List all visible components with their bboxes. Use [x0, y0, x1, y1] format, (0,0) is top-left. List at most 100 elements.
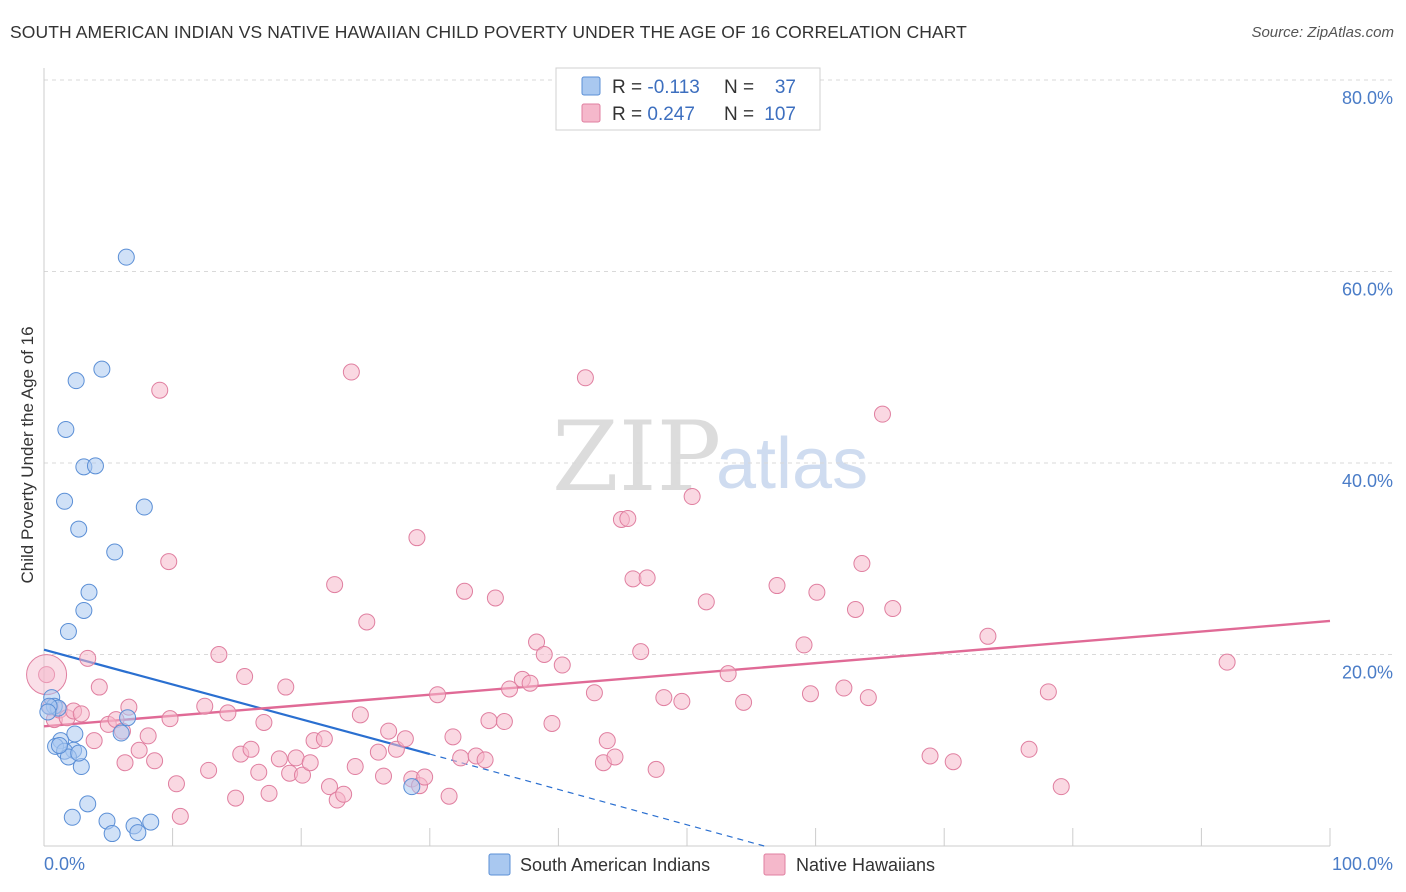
- native-hawaiian-point-34: [270, 750, 288, 768]
- south-american-indian-point-24: [112, 724, 130, 742]
- native-hawaiian-point-29: [236, 668, 254, 686]
- native-hawaiian-point-58: [408, 529, 426, 547]
- south-american-indian-point-27: [63, 808, 81, 826]
- native-hawaiian-point-105: [979, 627, 997, 645]
- south-american-indian-point-32: [142, 813, 160, 831]
- south-american-indian-point-35: [50, 736, 68, 754]
- south-american-indian-point-5: [86, 457, 104, 475]
- native-hawaiian-point-95: [801, 685, 819, 703]
- native-hawaiian-point-101: [873, 405, 891, 423]
- native-hawaiian-point-24: [200, 761, 218, 779]
- legend-n-value-blue: 37: [775, 77, 796, 98]
- native-hawaiian-point-large: [26, 654, 68, 696]
- south-american-indian-point-10: [80, 583, 98, 601]
- series-legend-label-pink: Native Hawaiians: [796, 855, 935, 875]
- native-hawaiian-point-77: [585, 684, 603, 702]
- y-tick-label-1: 40.0%: [1342, 471, 1393, 491]
- native-hawaiian-point-43: [326, 576, 344, 594]
- native-hawaiian-point-92: [735, 693, 753, 711]
- south-american-indian-point-3: [57, 420, 75, 438]
- native-hawaiian-point-49: [358, 613, 376, 631]
- stats-legend: R = -0.113 N = 37 R = 0.247 N = 107: [555, 67, 821, 131]
- trend-lines: [43, 619, 1331, 847]
- native-hawaiian-point-79: [598, 732, 616, 750]
- native-hawaiian-point-88: [673, 692, 691, 710]
- native-hawaiian-point-19: [160, 553, 178, 571]
- native-hawaiian-point-46: [342, 363, 360, 381]
- native-hawaiian-point-17: [146, 752, 164, 770]
- y-tick-labels: 20.0% 40.0% 60.0% 80.0%: [1342, 88, 1393, 683]
- native-hawaiian-point-61: [444, 728, 462, 746]
- native-hawaiian-point-65: [476, 751, 494, 769]
- series-legend-swatch-blue: [488, 853, 511, 876]
- native-hawaiian-point-94: [795, 636, 813, 654]
- native-hawaiian-point-91: [719, 665, 737, 683]
- native-hawaiian-point-16: [139, 727, 157, 745]
- native-hawaiian-point-67: [486, 589, 504, 607]
- native-hawaiian-point-106: [1020, 740, 1038, 758]
- native-hawaiian-point-26: [219, 704, 237, 722]
- native-hawaiian-point-22: [171, 807, 189, 825]
- native-hawaiian-point-104: [944, 753, 962, 771]
- native-hawaiian-point-52: [380, 722, 398, 740]
- native-hawaiian-point-63: [456, 582, 474, 600]
- native-hawaiian-point-59: [429, 686, 447, 704]
- native-hawaiian-point-96: [808, 583, 826, 601]
- native-hawaiian-point-39: [301, 754, 319, 772]
- south-american-indian-point-31: [129, 824, 147, 842]
- native-hawaiian-point-93: [768, 577, 786, 595]
- native-hawaiian-point-97: [835, 679, 853, 697]
- native-hawaiian-point-50: [369, 743, 387, 761]
- legend-n-label-pink: N =: [724, 104, 754, 125]
- native-hawaiian-point-76: [576, 369, 594, 387]
- south-american-indian-point-11: [75, 601, 93, 619]
- grid-lines: [44, 79, 1394, 655]
- native-hawaiian-point-86: [647, 760, 665, 778]
- legend-r-label-blue: R = -0.113: [612, 77, 700, 98]
- series-legend-swatch-pink: [763, 853, 786, 876]
- native-hawaiian-point-8: [90, 678, 108, 696]
- native-hawaiian-point-90: [697, 593, 715, 611]
- y-tick-label-2: 60.0%: [1342, 280, 1393, 300]
- native-hawaiian-point-38: [293, 766, 311, 784]
- native-hawaiian-point-62: [452, 749, 470, 767]
- south-american-indian-point-26: [79, 795, 97, 813]
- watermark-atlas: atlas: [716, 424, 868, 504]
- south-american-indian-point-2: [67, 372, 85, 390]
- x-tick-label-0: 0.0%: [44, 854, 85, 874]
- native-hawaiian-point-47: [346, 758, 364, 776]
- south-american-indian-point-30: [103, 825, 121, 843]
- native-hawaiian-point-109: [1218, 653, 1236, 671]
- native-hawaiian-point-25: [210, 646, 228, 663]
- native-hawaiian-point-68: [495, 713, 513, 731]
- series-legend: South American Indians Native Hawaiians: [488, 853, 935, 876]
- native-hawaiian-point-74: [543, 714, 561, 732]
- south-american-indian-point-8: [70, 520, 88, 538]
- native-hawaiian-point-98: [846, 600, 864, 618]
- native-hawaiian-point-31: [250, 763, 268, 781]
- native-hawaiian-point-6: [72, 705, 90, 723]
- legend-n-value-pink: 107: [764, 104, 796, 125]
- native-hawaiian-point-103: [921, 747, 939, 765]
- x-tick-labels: 0.0% 100.0%: [44, 854, 1393, 874]
- native-hawaiian-point-100: [859, 689, 877, 707]
- native-hawaiian-point-27: [227, 789, 245, 807]
- native-hawaiian-point-82: [619, 510, 637, 528]
- legend-swatch-blue: [581, 76, 601, 96]
- native-hawaiian-point-85: [638, 569, 656, 587]
- south-american-indians-points: [39, 248, 421, 843]
- native-hawaiian-point-32: [255, 713, 273, 731]
- native-hawaiian-point-15: [130, 741, 148, 759]
- native-hawaiian-point-33: [260, 784, 278, 802]
- native-hawaiian-point-18: [151, 381, 169, 399]
- native-hawaiian-point-42: [320, 778, 338, 796]
- native-hawaiian-point-87: [655, 689, 673, 707]
- native-hawaiian-point-60: [440, 787, 458, 805]
- native-hawaiian-point-80: [606, 748, 624, 766]
- native-hawaiian-point-0: [38, 666, 56, 684]
- native-hawaiian-point-69: [501, 680, 519, 698]
- legend-n-label-blue: N =: [724, 77, 754, 98]
- south-american-indian-point-9: [106, 543, 124, 561]
- south-american-indian-point-12: [59, 623, 77, 641]
- native-hawaiian-point-9: [85, 732, 103, 750]
